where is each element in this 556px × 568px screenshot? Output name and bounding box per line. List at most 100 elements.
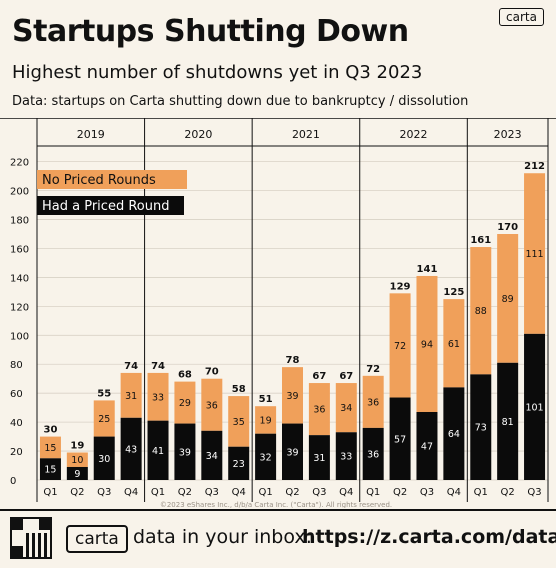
data-label-total: 58 <box>232 384 246 395</box>
bar-no-priced-rounds <box>201 378 223 431</box>
copyright-text: ©2023 eShares Inc., d/b/a Carta Inc. ("C… <box>160 501 392 508</box>
x-tick-label: Q2 <box>285 487 299 498</box>
x-tick-label: Q1 <box>366 487 380 498</box>
data-label-no-priced: 39 <box>286 391 298 402</box>
bar-had-priced-round <box>470 374 492 480</box>
bar-no-priced-rounds <box>282 367 303 424</box>
bar-had-priced-round <box>255 433 277 480</box>
data-label-priced: 73 <box>475 423 487 434</box>
data-label-total: 74 <box>124 361 138 372</box>
data-label-no-priced: 72 <box>394 341 406 352</box>
data-label-priced: 47 <box>421 441 433 452</box>
data-label-priced: 33 <box>340 452 352 463</box>
bar-no-priced-rounds <box>524 173 546 334</box>
data-label-priced: 32 <box>260 452 272 463</box>
y-tick-label: 40 <box>10 418 23 429</box>
data-label-priced: 34 <box>206 451 218 462</box>
bar-no-priced-rounds <box>228 396 250 447</box>
x-tick-label: Q1 <box>43 487 57 498</box>
y-tick-label: 60 <box>10 389 23 400</box>
data-label-no-priced: 94 <box>421 339 433 350</box>
y-tick-label: 120 <box>10 302 29 313</box>
data-label-no-priced: 111 <box>525 249 543 260</box>
x-tick-label: Q4 <box>124 487 138 498</box>
data-label-priced: 36 <box>367 449 379 460</box>
bar-no-priced-rounds <box>362 375 384 428</box>
y-tick-label: 180 <box>10 216 29 227</box>
x-tick-label: Q2 <box>178 487 192 498</box>
y-tick-label: 80 <box>10 360 23 371</box>
data-label-total: 129 <box>390 281 411 292</box>
legend-label-priced: Had a Priced Round <box>42 199 169 214</box>
data-label-priced: 43 <box>125 444 137 455</box>
data-label-no-priced: 34 <box>340 403 352 414</box>
footer-url-link[interactable]: https://z.carta.com/data <box>302 526 556 548</box>
footer-text: data in your inbox: <box>133 526 313 548</box>
x-tick-label: Q4 <box>447 487 461 498</box>
x-tick-label: Q1 <box>258 487 272 498</box>
data-label-priced: 41 <box>152 446 164 457</box>
data-label-no-priced: 15 <box>44 443 56 454</box>
legend-swatch-no-priced <box>37 170 187 189</box>
data-label-priced: 15 <box>44 465 56 476</box>
data-label-total: 78 <box>286 355 300 366</box>
bar-no-priced-rounds <box>174 381 196 424</box>
year-label: 2022 <box>400 128 428 141</box>
bar-no-priced-rounds <box>308 383 330 436</box>
data-label-no-priced: 29 <box>179 398 191 409</box>
data-label-priced: 81 <box>502 417 514 428</box>
year-label: 2023 <box>494 128 522 141</box>
data-label-total: 67 <box>312 371 326 382</box>
bar-no-priced-rounds <box>443 299 465 388</box>
y-tick-label: 20 <box>10 447 23 458</box>
bar-had-priced-round <box>174 423 196 480</box>
data-label-priced: 101 <box>525 402 543 413</box>
data-label-total: 19 <box>70 441 84 452</box>
bar-no-priced-rounds <box>255 406 277 434</box>
y-tick-label: 200 <box>10 187 29 198</box>
data-label-priced: 39 <box>179 447 191 458</box>
data-label-priced: 23 <box>233 459 245 470</box>
data-label-priced: 57 <box>394 434 406 445</box>
bar-had-priced-round <box>66 466 88 480</box>
carta-logo: carta <box>499 8 544 26</box>
y-tick-label: 220 <box>10 158 29 169</box>
data-label-no-priced: 10 <box>71 455 83 466</box>
data-label-total: 170 <box>497 222 518 233</box>
bar-had-priced-round <box>282 423 303 480</box>
bar-had-priced-round <box>147 420 169 480</box>
x-tick-label: Q1 <box>474 487 488 498</box>
bar-no-priced-rounds <box>389 293 411 398</box>
data-label-total: 125 <box>443 287 464 298</box>
bar-had-priced-round <box>120 417 142 480</box>
bar-had-priced-round <box>362 427 384 480</box>
x-tick-label: Q3 <box>527 487 541 498</box>
bar-had-priced-round <box>389 397 411 480</box>
bar-had-priced-round <box>39 458 61 480</box>
data-label-no-priced: 36 <box>367 397 379 408</box>
bar-no-priced-rounds <box>335 383 357 433</box>
data-label-total: 74 <box>151 361 165 372</box>
bar-had-priced-round <box>93 436 115 480</box>
data-label-no-priced: 31 <box>125 391 137 402</box>
qr-code-icon[interactable] <box>10 517 52 559</box>
data-label-total: 70 <box>205 367 219 378</box>
legend-label-no-priced: No Priced Rounds <box>42 173 156 188</box>
data-label-priced: 9 <box>74 469 80 480</box>
data-label-total: 67 <box>339 371 353 382</box>
x-tick-label: Q3 <box>97 487 111 498</box>
x-tick-label: Q4 <box>339 487 353 498</box>
year-label: 2021 <box>292 128 320 141</box>
footer: carta data in your inbox: https://z.cart… <box>0 509 556 568</box>
bar-no-priced-rounds <box>39 436 61 459</box>
chart-title: Startups Shutting Down <box>12 14 409 49</box>
data-label-no-priced: 36 <box>206 400 218 411</box>
y-tick-label: 100 <box>10 331 29 342</box>
bar-had-priced-round <box>201 430 223 480</box>
bar-had-priced-round <box>308 435 330 480</box>
x-tick-label: Q3 <box>312 487 326 498</box>
y-tick-label: 160 <box>10 244 29 255</box>
chart-subtitle: Highest number of shutdowns yet in Q3 20… <box>12 62 423 83</box>
data-label-total: 30 <box>43 425 57 436</box>
bar-had-priced-round <box>524 333 546 480</box>
